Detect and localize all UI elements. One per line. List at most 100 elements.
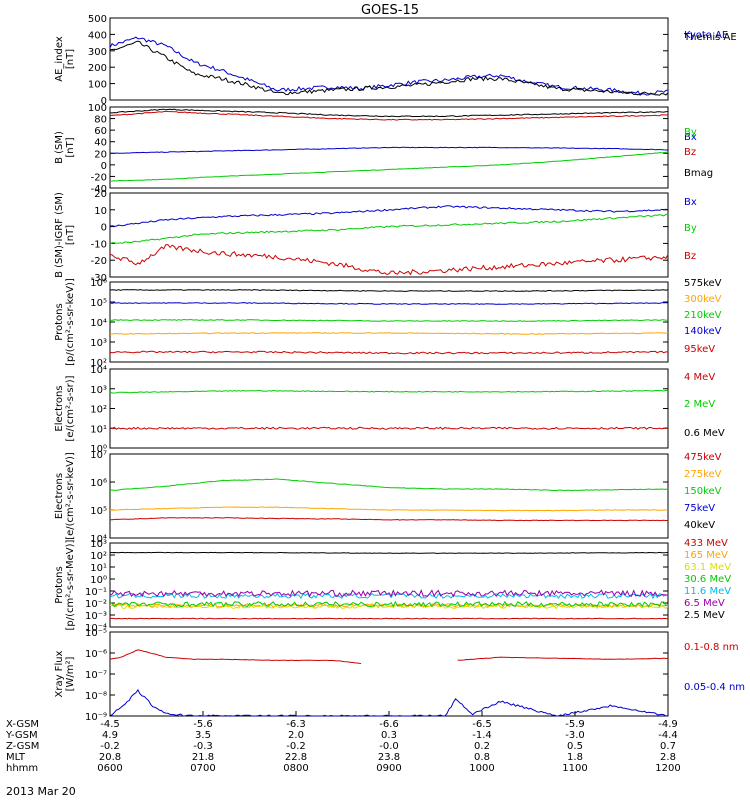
legend-entry: 150keV [684, 486, 722, 497]
y-tick-label: 20 [94, 149, 107, 160]
x-tick-label: -6.6 [379, 719, 399, 730]
x-tick-label: -3.0 [565, 730, 585, 741]
y-axis-label: AE_index [54, 36, 65, 82]
series-line [109, 589, 669, 598]
legend-entry: 2.5 MeV [684, 610, 725, 621]
y-tick-label: 10⁰ [90, 444, 107, 455]
x-tick-label: -0.2 [100, 741, 120, 752]
y-axis-label: [W/m²] [65, 656, 76, 691]
y-tick-label: 60 [94, 126, 107, 137]
legend-entry: 2 MeV [684, 399, 715, 410]
x-row-label: MLT [6, 752, 26, 763]
x-axis-table: X-GSMY-GSMZ-GSMMLThhmm-4.54.9-0.220.8060… [5, 711, 681, 774]
x-tick-label: 0900 [376, 763, 401, 774]
x-tick-label: 3.5 [195, 730, 211, 741]
x-tick-label: 22.8 [285, 752, 307, 763]
x-tick-label: 0.5 [567, 741, 583, 752]
panel-frame [109, 542, 669, 628]
y-tick-label: 10² [90, 358, 107, 369]
legend-entry: Bz [684, 147, 696, 158]
x-row-label: Z-GSM [6, 741, 39, 752]
y-tick-label: 10⁰ [90, 575, 107, 586]
panel-frame [109, 281, 669, 363]
figure-title: GOES-15 [361, 3, 419, 18]
legend-entry: 575keV [684, 278, 722, 289]
y-tick-label: 40 [94, 138, 107, 149]
panel-frame [109, 631, 669, 717]
legend-entry: Bx [684, 132, 697, 143]
panel-frame [109, 17, 669, 101]
panel-frame [109, 368, 669, 449]
series-line [109, 506, 669, 512]
y-tick-label: 200 [88, 63, 107, 74]
y-tick-label: 400 [88, 30, 107, 41]
y-tick-label: 10⁻⁴ [85, 623, 107, 634]
series-line [109, 350, 669, 355]
y-axis-label: [e/(cm²-s-sr-keV)] [65, 452, 76, 540]
y-tick-label: 0 [101, 161, 107, 172]
legend-entry: 300keV [684, 294, 722, 305]
x-tick-label: -0.3 [193, 741, 213, 752]
legend-entry: 4 MeV [684, 372, 715, 383]
y-tick-label: 10⁻⁶ [85, 649, 107, 660]
legend-entry: 0.05-0.4 nm [684, 682, 745, 693]
y-tick-label: 500 [88, 14, 107, 25]
series-line [110, 604, 669, 610]
series-line [109, 151, 668, 182]
series-line [109, 289, 669, 292]
y-tick-label: 10⁶ [90, 478, 107, 489]
series-line [109, 592, 669, 600]
x-tick-label: 0800 [283, 763, 308, 774]
x-row-label: X-GSM [6, 719, 39, 730]
panel-frame [109, 453, 669, 539]
legend-entry: By [684, 127, 697, 138]
y-axis-label: Protons [54, 303, 65, 340]
series-line [109, 478, 669, 492]
y-tick-label: 10¹ [90, 424, 107, 435]
x-tick-label: 2.0 [288, 730, 304, 741]
series-line [109, 205, 669, 227]
x-tick-label: 2.8 [660, 752, 676, 763]
x-tick-label: 0600 [97, 763, 122, 774]
panel-3: -30 -20 -10 0 10 20 B (SM)-IGRF (SM) [nT] Bx By Bz [54, 189, 697, 284]
y-tick-label: 10⁶ [90, 278, 107, 289]
legend-entry: Kyoto AE [684, 30, 728, 41]
y-tick-label: 0 [101, 96, 107, 107]
legend-entry: 75keV [684, 503, 715, 514]
y-tick-label: 10⁻² [85, 599, 107, 610]
legend-entry: 11.6 MeV [684, 586, 731, 597]
series-line [109, 319, 669, 322]
legend-entry: Bz [684, 251, 696, 262]
y-tick-label: 10⁻¹ [85, 587, 107, 598]
x-tick-label: 0.2 [474, 741, 490, 752]
series-line [109, 551, 669, 554]
x-tick-label: 1.8 [567, 752, 583, 763]
y-tick-label: 100 [88, 80, 107, 91]
y-axis-label: [nT] [65, 225, 76, 245]
y-axis-label: [p/(cm²-s-sr-MeV)] [65, 539, 76, 630]
legend-entry: 30.6 MeV [684, 574, 731, 585]
panel-frame [109, 106, 669, 189]
y-tick-label: 10⁻⁵ [85, 628, 107, 639]
y-tick-label: 10¹ [90, 563, 107, 574]
y-tick-label: 80 [94, 115, 107, 126]
series-line [110, 146, 669, 154]
x-tick-label: -5.9 [565, 719, 585, 730]
y-tick-label: 10³ [90, 338, 107, 349]
legend-entry: 95keV [684, 344, 715, 355]
legend-entry: 433 MeV [684, 538, 728, 549]
y-tick-label: 10⁻⁷ [85, 670, 107, 681]
legend-entry: Bmag [684, 168, 713, 179]
y-tick-label: 0 [101, 223, 107, 234]
legend-entry: 165 MeV [684, 550, 728, 561]
legend-entry: 0.1-0.8 nm [684, 642, 739, 653]
series-line [109, 40, 669, 96]
panel-4: 10² 10³ 10⁴ 10⁵ 10⁶ Protons [p/(cm²-s-sr-keV)]… [54, 278, 722, 369]
y-axis-label: Protons [54, 566, 65, 603]
y-tick-label: 10³ [90, 385, 107, 396]
x-tick-label: 23.8 [378, 752, 400, 763]
x-tick-label: -0.0 [379, 741, 399, 752]
